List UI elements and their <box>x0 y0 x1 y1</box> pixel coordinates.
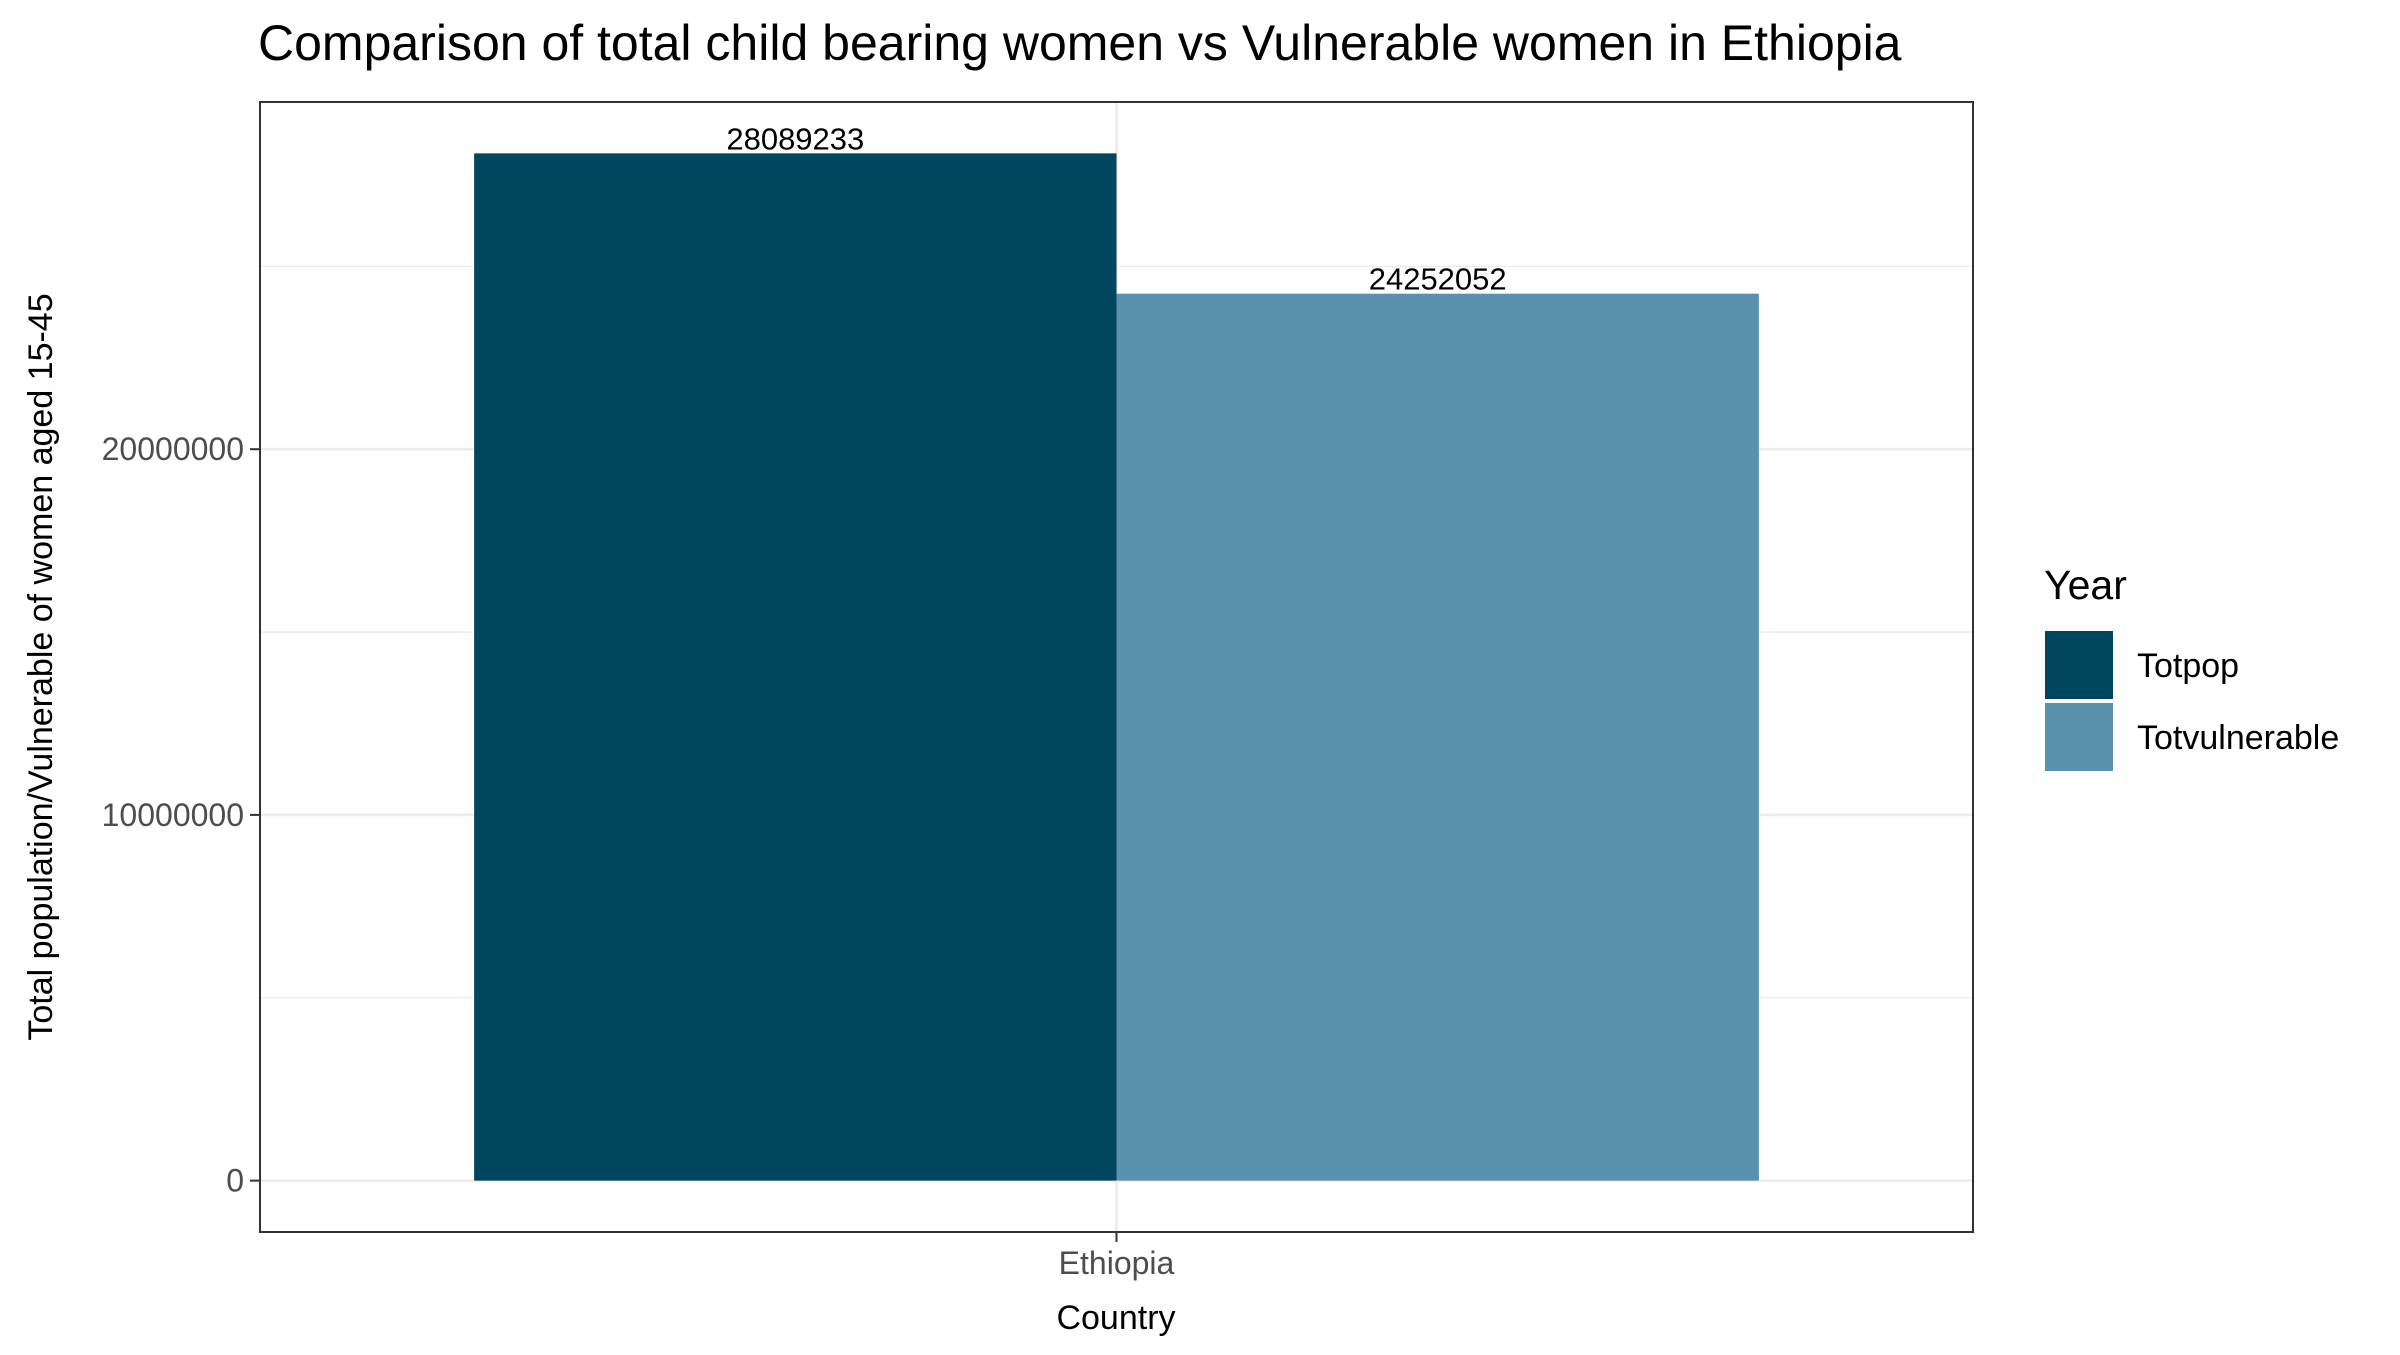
y-tick-label: 10000000 <box>102 797 244 833</box>
legend-swatch-totvulnerable <box>2045 703 2113 771</box>
bar-totvulnerable <box>1116 293 1759 1181</box>
y-axis: 0 10000000 20000000 <box>102 431 260 1199</box>
plot-area: 28089233 24252052 <box>259 101 1974 1233</box>
data-label-totvulnerable: 24252052 <box>1369 262 1507 297</box>
legend-items: Totpop Totvulnerable <box>2045 631 2339 771</box>
legend-label-totvulnerable: Totvulnerable <box>2137 719 2339 757</box>
x-axis-title: Country <box>1056 1299 1175 1337</box>
data-labels: 28089233 24252052 <box>726 121 1506 296</box>
y-axis-title: Total population/Vulnerable of women age… <box>22 293 60 1040</box>
chart-title: Comparison of total child bearing women … <box>258 15 1902 71</box>
bars <box>474 153 1759 1181</box>
data-label-totpop: 28089233 <box>726 121 864 156</box>
legend-label-totpop: Totpop <box>2137 647 2239 685</box>
y-tick-label: 0 <box>226 1163 244 1199</box>
legend: Year Totpop Totvulnerable <box>2044 562 2339 771</box>
legend-title: Year <box>2044 562 2127 608</box>
x-axis: Ethiopia <box>1059 1232 1175 1281</box>
x-tick-label: Ethiopia <box>1059 1245 1175 1281</box>
y-tick-label: 20000000 <box>102 431 244 467</box>
legend-swatch-totpop <box>2045 631 2113 699</box>
bar-totpop <box>474 153 1117 1181</box>
